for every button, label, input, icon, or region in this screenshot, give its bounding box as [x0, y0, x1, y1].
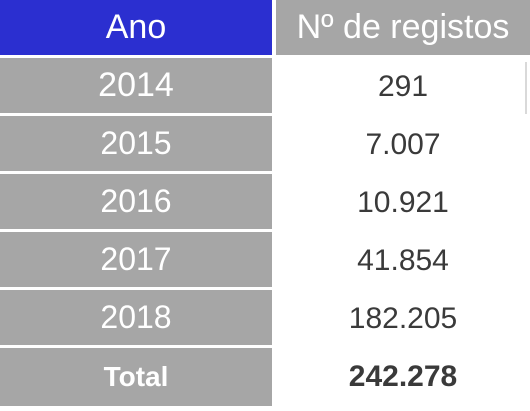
- header-year: Ano: [0, 0, 276, 58]
- row-count: 7.007: [276, 116, 530, 174]
- row-count: 10.921: [276, 174, 530, 232]
- row-year: 2015: [0, 116, 276, 174]
- row-count: 291: [276, 58, 530, 116]
- row-count: 182.205: [276, 290, 530, 348]
- total-label: Total: [0, 348, 276, 406]
- row-year: 2017: [0, 232, 276, 290]
- scrollbar-thumb[interactable]: [525, 62, 527, 114]
- row-count: 41.854: [276, 232, 530, 290]
- row-year: 2016: [0, 174, 276, 232]
- total-count: 242.278: [276, 348, 530, 406]
- header-count: Nº de registos: [276, 0, 530, 58]
- row-year: 2018: [0, 290, 276, 348]
- row-year: 2014: [0, 58, 276, 116]
